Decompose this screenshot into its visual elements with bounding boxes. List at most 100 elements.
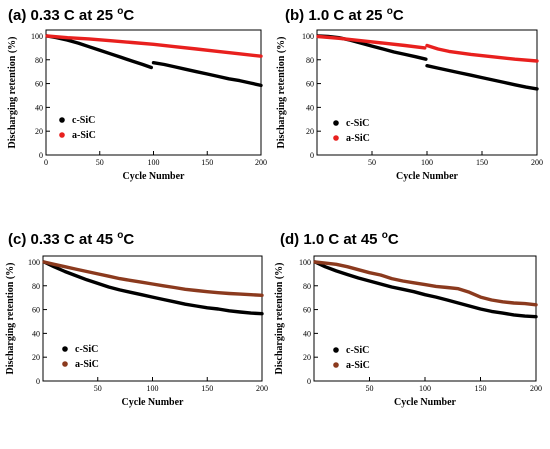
panel-title-main: (d) 1.0 C at 45 xyxy=(280,231,382,248)
chart-panel-2: (c) 0.33 C at 45 oC 0 20 40 60 80 100 50 100 150 2… xyxy=(5,230,268,408)
y-tick-label: 0 xyxy=(310,151,314,160)
y-tick-label: 100 xyxy=(299,258,311,267)
panel-title-degree: o xyxy=(387,6,393,17)
x-tick-label: 50 xyxy=(366,384,374,393)
y-tick-label: 0 xyxy=(307,377,311,386)
y-tick-label: 20 xyxy=(35,127,43,136)
y-tick-label: 20 xyxy=(306,127,314,136)
y-axis-title: Discharging retention (%) xyxy=(5,262,16,374)
legend-label-a-SiC: a-SiC xyxy=(346,133,370,144)
series-c-SiC xyxy=(45,34,263,88)
series-a-SiC xyxy=(316,34,539,63)
x-tick-label: 0 xyxy=(44,158,48,167)
y-tick-label: 0 xyxy=(36,377,40,386)
series-line-c-SiC xyxy=(425,63,539,91)
x-tick-label: 150 xyxy=(475,384,487,393)
legend-marker-c-SiC xyxy=(59,117,65,123)
y-axis-title: Discharging retention (%) xyxy=(276,36,287,148)
y-tick-label: 80 xyxy=(306,56,314,65)
y-tick-label: 100 xyxy=(28,258,40,267)
y-tick-label: 60 xyxy=(35,80,43,89)
panel-title-degree: o xyxy=(117,230,123,241)
y-tick-label: 20 xyxy=(303,353,311,362)
series-line-a-SiC xyxy=(313,260,538,307)
y-tick-label: 80 xyxy=(303,282,311,291)
legend-label-a-SiC: a-SiC xyxy=(72,130,96,141)
series-line-c-SiC xyxy=(42,260,264,316)
legend-marker-c-SiC xyxy=(333,120,339,126)
y-tick-label: 40 xyxy=(35,103,43,112)
x-tick-label: 100 xyxy=(419,384,431,393)
x-tick-label: 100 xyxy=(421,158,433,167)
y-tick-label: 100 xyxy=(302,32,314,41)
legend-marker-c-SiC xyxy=(62,346,68,352)
panel-title-main: (b) 1.0 C at 25 xyxy=(285,7,387,24)
panel-title: (c) 0.33 C at 45 oC xyxy=(8,230,134,248)
y-axis-title: Discharging retention (%) xyxy=(7,36,18,148)
legend-label-a-SiC: a-SiC xyxy=(346,360,370,371)
series-a-SiC xyxy=(42,260,264,297)
y-tick-label: 0 xyxy=(39,151,43,160)
legend-label-c-SiC: c-SiC xyxy=(72,115,95,126)
x-tick-label: 150 xyxy=(201,158,213,167)
series-a-SiC xyxy=(313,260,538,307)
panel-title-unit: C xyxy=(388,231,399,248)
y-tick-label: 100 xyxy=(31,32,43,41)
legend-marker-a-SiC xyxy=(59,132,65,138)
panel-title: (b) 1.0 C at 25 oC xyxy=(285,6,404,24)
chart-panel-0: (a) 0.33 C at 25 oC 0 20 40 60 80 100 0 50 100 150… xyxy=(7,6,267,182)
legend-label-a-SiC: a-SiC xyxy=(75,359,99,370)
x-tick-label: 50 xyxy=(94,384,102,393)
panel-title-degree: o xyxy=(382,230,388,241)
legend-marker-a-SiC xyxy=(62,361,68,367)
panel-title-main: (c) 0.33 C at 45 xyxy=(8,231,117,248)
chart-panel-3: (d) 1.0 C at 45 oC 0 20 40 60 80 100 50 100 150 20… xyxy=(274,230,542,408)
x-tick-label: 200 xyxy=(531,158,543,167)
y-tick-label: 20 xyxy=(32,353,40,362)
y-tick-label: 40 xyxy=(32,329,40,338)
series-line-a-SiC xyxy=(42,260,264,297)
panel-title-unit: C xyxy=(123,7,134,24)
series-line-a-SiC xyxy=(425,43,539,63)
series-line-a-SiC xyxy=(316,34,427,50)
series-a-SiC xyxy=(45,34,263,58)
legend-label-c-SiC: c-SiC xyxy=(75,344,98,355)
series-line-a-SiC xyxy=(45,34,263,58)
panel-title-unit: C xyxy=(123,231,134,248)
legend-marker-a-SiC xyxy=(333,362,339,368)
panel-title: (a) 0.33 C at 25 oC xyxy=(8,6,134,24)
series-c-SiC xyxy=(42,260,264,316)
x-axis-title: Cycle Number xyxy=(396,171,458,182)
x-tick-label: 200 xyxy=(255,158,267,167)
x-tick-label: 100 xyxy=(148,158,160,167)
panel-title-degree: o xyxy=(117,6,123,17)
x-tick-label: 150 xyxy=(476,158,488,167)
series-c-SiC xyxy=(313,260,538,319)
y-tick-label: 80 xyxy=(32,282,40,291)
x-tick-label: 50 xyxy=(96,158,104,167)
x-tick-label: 50 xyxy=(368,158,376,167)
panel-title-unit: C xyxy=(393,7,404,24)
series-line-c-SiC xyxy=(45,34,154,70)
legend-label-c-SiC: c-SiC xyxy=(346,118,369,129)
y-tick-label: 80 xyxy=(35,56,43,65)
y-tick-label: 40 xyxy=(306,103,314,112)
chart-panel-1: (b) 1.0 C at 25 oC 0 20 40 60 80 100 50 100 150 20… xyxy=(276,6,543,182)
legend-label-c-SiC: c-SiC xyxy=(346,345,369,356)
x-axis-title: Cycle Number xyxy=(394,397,456,408)
x-tick-label: 200 xyxy=(256,384,268,393)
y-tick-label: 60 xyxy=(32,306,40,315)
x-tick-label: 150 xyxy=(201,384,213,393)
x-tick-label: 100 xyxy=(147,384,159,393)
panel-title: (d) 1.0 C at 45 oC xyxy=(280,230,399,248)
legend-marker-c-SiC xyxy=(333,347,339,353)
y-axis-title: Discharging retention (%) xyxy=(274,262,285,374)
series-line-c-SiC xyxy=(151,61,263,88)
legend-marker-a-SiC xyxy=(333,135,339,141)
series-line-c-SiC xyxy=(313,260,538,319)
y-tick-label: 60 xyxy=(306,80,314,89)
y-tick-label: 60 xyxy=(303,306,311,315)
panel-title-main: (a) 0.33 C at 25 xyxy=(8,7,117,24)
x-axis-title: Cycle Number xyxy=(123,171,185,182)
